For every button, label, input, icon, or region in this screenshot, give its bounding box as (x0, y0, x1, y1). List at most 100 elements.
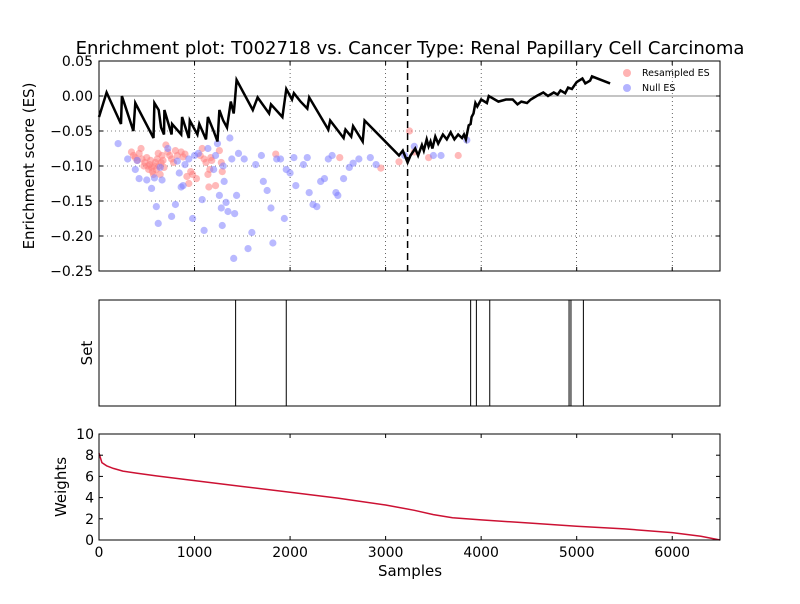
null-es-point (133, 156, 141, 164)
null-es-point (220, 177, 228, 185)
null-es-point (349, 159, 357, 167)
null-es-point (228, 155, 236, 163)
null-es-point (210, 165, 218, 174)
enrichment-y-tick-label: 0.05 (62, 54, 93, 70)
null-es-point (313, 203, 321, 211)
legend-marker-resampled (623, 69, 631, 77)
set-y-label: Set (78, 341, 96, 366)
enrichment-y-ticks: 0.05 0.00 −0.05 −0.10 −0.15 −0.20 −0.25 (50, 54, 720, 280)
null-es-point (217, 204, 225, 212)
null-es-point (276, 155, 285, 163)
weights-y-tick-label: 4 (85, 491, 94, 507)
null-es-point (179, 182, 187, 190)
weights-frame (98, 433, 721, 541)
null-es-point (244, 245, 252, 253)
null-es-point (114, 140, 122, 148)
enrichment-y-tick-label: −0.15 (50, 194, 93, 210)
weights-y-ticks: 0 2 4 6 8 10 (76, 427, 720, 549)
null-es-point (292, 182, 300, 190)
weights-x-tick-label: 2000 (272, 545, 308, 561)
resampled-es-point (211, 182, 220, 190)
legend-label-null: Null ES (642, 83, 675, 94)
null-es-point (231, 210, 239, 218)
resampled-es-point (137, 144, 145, 153)
resampled-es-point (454, 151, 462, 160)
weights-x-tick-label: 5000 (559, 545, 595, 561)
resampled-es-point (218, 168, 226, 176)
weights-curve (98, 452, 721, 541)
null-es-point (366, 154, 374, 162)
enrichment-frame (98, 60, 721, 272)
null-es-point (131, 165, 139, 174)
weights-y-label: Weights (52, 457, 70, 517)
null-es-point (232, 191, 241, 199)
null-es-point (372, 161, 380, 169)
null-es-point (181, 161, 189, 169)
resampled-es-point (205, 183, 213, 191)
null-es-point (150, 174, 159, 182)
resampled-es-point (185, 179, 193, 188)
weights-x-ticks: 0 1000 2000 3000 4000 5000 6000 (95, 434, 690, 561)
resampled-es-point (181, 150, 189, 158)
resampled-es-point (336, 154, 344, 162)
resampled-es-point (215, 147, 223, 155)
weights-x-tick-label: 4000 (463, 545, 499, 561)
null-es-point (224, 207, 232, 216)
null-es-point (156, 163, 164, 171)
null-es-point (175, 169, 183, 177)
resampled-es-point (208, 156, 216, 164)
null-es-point (152, 203, 160, 211)
null-es-point (189, 214, 197, 223)
enrichment-y-tick-label: −0.05 (50, 124, 93, 140)
null-es-point (213, 140, 222, 148)
weights-x-label: Samples (378, 562, 442, 580)
weights-x-tick-label: 6000 (654, 545, 690, 561)
null-es-point (219, 162, 227, 170)
weights-x-tick-label: 3000 (368, 545, 404, 561)
chart-title: Enrichment plot: T002718 vs. Cancer Type… (76, 38, 745, 59)
null-es-point (303, 154, 311, 162)
weights-plot-area (99, 434, 720, 540)
resampled-es-point (202, 158, 210, 167)
null-es-point (437, 151, 445, 160)
weights-y-tick-label: 10 (76, 427, 94, 443)
legend-marker-null (623, 84, 631, 92)
resampled-es-point (192, 175, 201, 183)
null-es-point (355, 155, 363, 163)
weights-y-tick-label: 0 (85, 533, 94, 549)
resampled-es-point (183, 172, 191, 181)
enrichment-panel: 0.05 0.00 −0.05 −0.10 −0.15 −0.20 −0.25 Enrich… (20, 54, 721, 280)
null-es-point (286, 169, 294, 177)
null-es-point (164, 144, 172, 153)
null-es-point (135, 175, 143, 183)
null-es-point (222, 198, 230, 206)
set-frame (98, 299, 721, 407)
null-es-point (226, 134, 234, 142)
null-es-point (234, 149, 243, 157)
null-es-point (429, 151, 437, 160)
weights-x-tick-label: 1000 (177, 545, 213, 561)
enrichment-y-tick-label: −0.10 (50, 159, 93, 175)
set-hits (235, 300, 584, 406)
null-es-point (280, 214, 288, 223)
null-es-point (339, 175, 348, 183)
legend-label-resampled: Resampled ES (642, 68, 710, 79)
null-es-point (290, 154, 298, 162)
null-es-point (147, 184, 156, 192)
null-es-point (211, 151, 220, 160)
null-es-point (168, 212, 176, 220)
weights-panel: 0 2 4 6 8 10 0 1000 2000 3000 4000 5000 6000 Weight… (52, 427, 721, 580)
null-es-point (269, 239, 277, 247)
null-es-point (267, 204, 275, 212)
weights-y-tick-label: 2 (85, 512, 94, 528)
null-es-point (257, 151, 266, 160)
null-es-points (114, 134, 471, 262)
resampled-es-point (395, 158, 403, 166)
null-es-point (218, 221, 226, 230)
null-es-point (124, 155, 132, 163)
null-es-point (200, 226, 208, 234)
null-es-point (320, 175, 329, 183)
weights-x-tick-label: 0 (95, 545, 104, 561)
